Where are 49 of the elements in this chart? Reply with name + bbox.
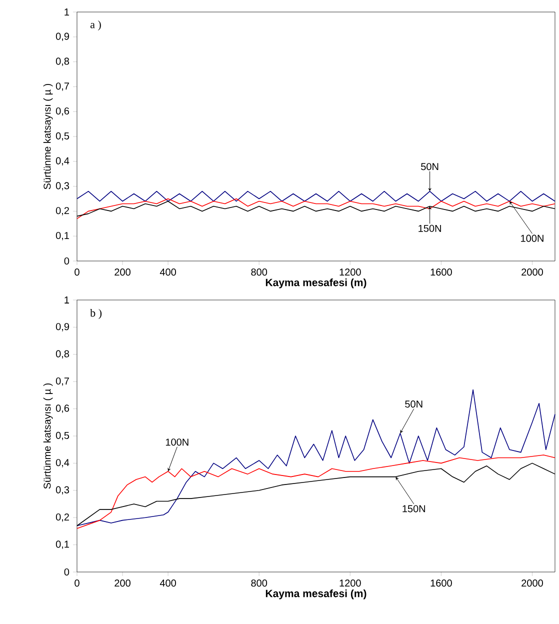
y-tick-label: 0,7 bbox=[56, 82, 69, 91]
annotation: b ) bbox=[90, 308, 102, 319]
x-tick-label: 400 bbox=[160, 268, 176, 276]
y-tick-label: 0,3 bbox=[56, 486, 70, 495]
x-tick-label: 1200 bbox=[340, 268, 361, 276]
y-tick-label: 1 bbox=[64, 296, 69, 304]
y-tick-label: 0,1 bbox=[56, 232, 69, 240]
y-tick-label: 0,5 bbox=[56, 432, 70, 440]
text: 150N bbox=[402, 505, 426, 512]
x-tick-label: 1600 bbox=[430, 268, 452, 276]
y-tick-label: 0,6 bbox=[56, 404, 70, 413]
y-tick-label: 0,9 bbox=[56, 32, 69, 42]
y-tick-label: 0,9 bbox=[56, 323, 69, 332]
x-tick-label: 2000 bbox=[522, 268, 543, 276]
y-tick-label: 0 bbox=[64, 568, 70, 576]
legend-label: 150N bbox=[418, 224, 441, 232]
y-tick-label: 0,4 bbox=[56, 157, 70, 166]
x-tick-label: 800 bbox=[251, 580, 268, 587]
x-axis-title: Kayma mesafesi (m) bbox=[266, 278, 366, 288]
x-tick-label: 200 bbox=[114, 580, 130, 587]
y-axis-title: Sürtünme katsayısı ( µ ) bbox=[43, 383, 53, 489]
x-tick-label: 2000 bbox=[522, 580, 543, 587]
y-tick-label: 0,7 bbox=[56, 377, 69, 386]
y-tick-label: 1 bbox=[64, 8, 69, 16]
y-tick-label: 0,5 bbox=[56, 132, 70, 141]
x-tick-label: 1600 bbox=[430, 580, 452, 587]
x-tick-label: 800 bbox=[251, 268, 268, 276]
y-tick-label: 0,4 bbox=[56, 459, 70, 468]
y-tick-label: 0,3 bbox=[56, 182, 70, 190]
text: 50N bbox=[405, 400, 422, 408]
line-series bbox=[76, 389, 556, 526]
text: 50N bbox=[421, 163, 438, 170]
y-tick-label: 0,8 bbox=[56, 58, 70, 66]
x-tick-label: 400 bbox=[160, 580, 176, 587]
y-tick-label: 0,8 bbox=[56, 350, 70, 359]
y-tick-label: 0 bbox=[64, 257, 70, 265]
text: 100N bbox=[521, 234, 544, 242]
x-axis-title: Kayma mesafesi (m) bbox=[266, 589, 366, 600]
y-tick-label: 0,1 bbox=[56, 540, 69, 549]
x-tick-label: 0 bbox=[74, 580, 80, 587]
y-tick-label: 0,2 bbox=[56, 513, 69, 522]
x-tick-label: 0 bbox=[74, 268, 80, 276]
annotation: a ) bbox=[90, 20, 101, 30]
x-tick-label: 1200 bbox=[340, 580, 361, 587]
text: 100N bbox=[166, 438, 188, 446]
y-tick-label: 0,2 bbox=[56, 207, 69, 216]
y-tick-label: 0,6 bbox=[56, 107, 70, 116]
y-axis-title: Sürtünme katsayısı ( µ ) bbox=[43, 84, 53, 190]
x-tick-label: 200 bbox=[114, 268, 130, 276]
